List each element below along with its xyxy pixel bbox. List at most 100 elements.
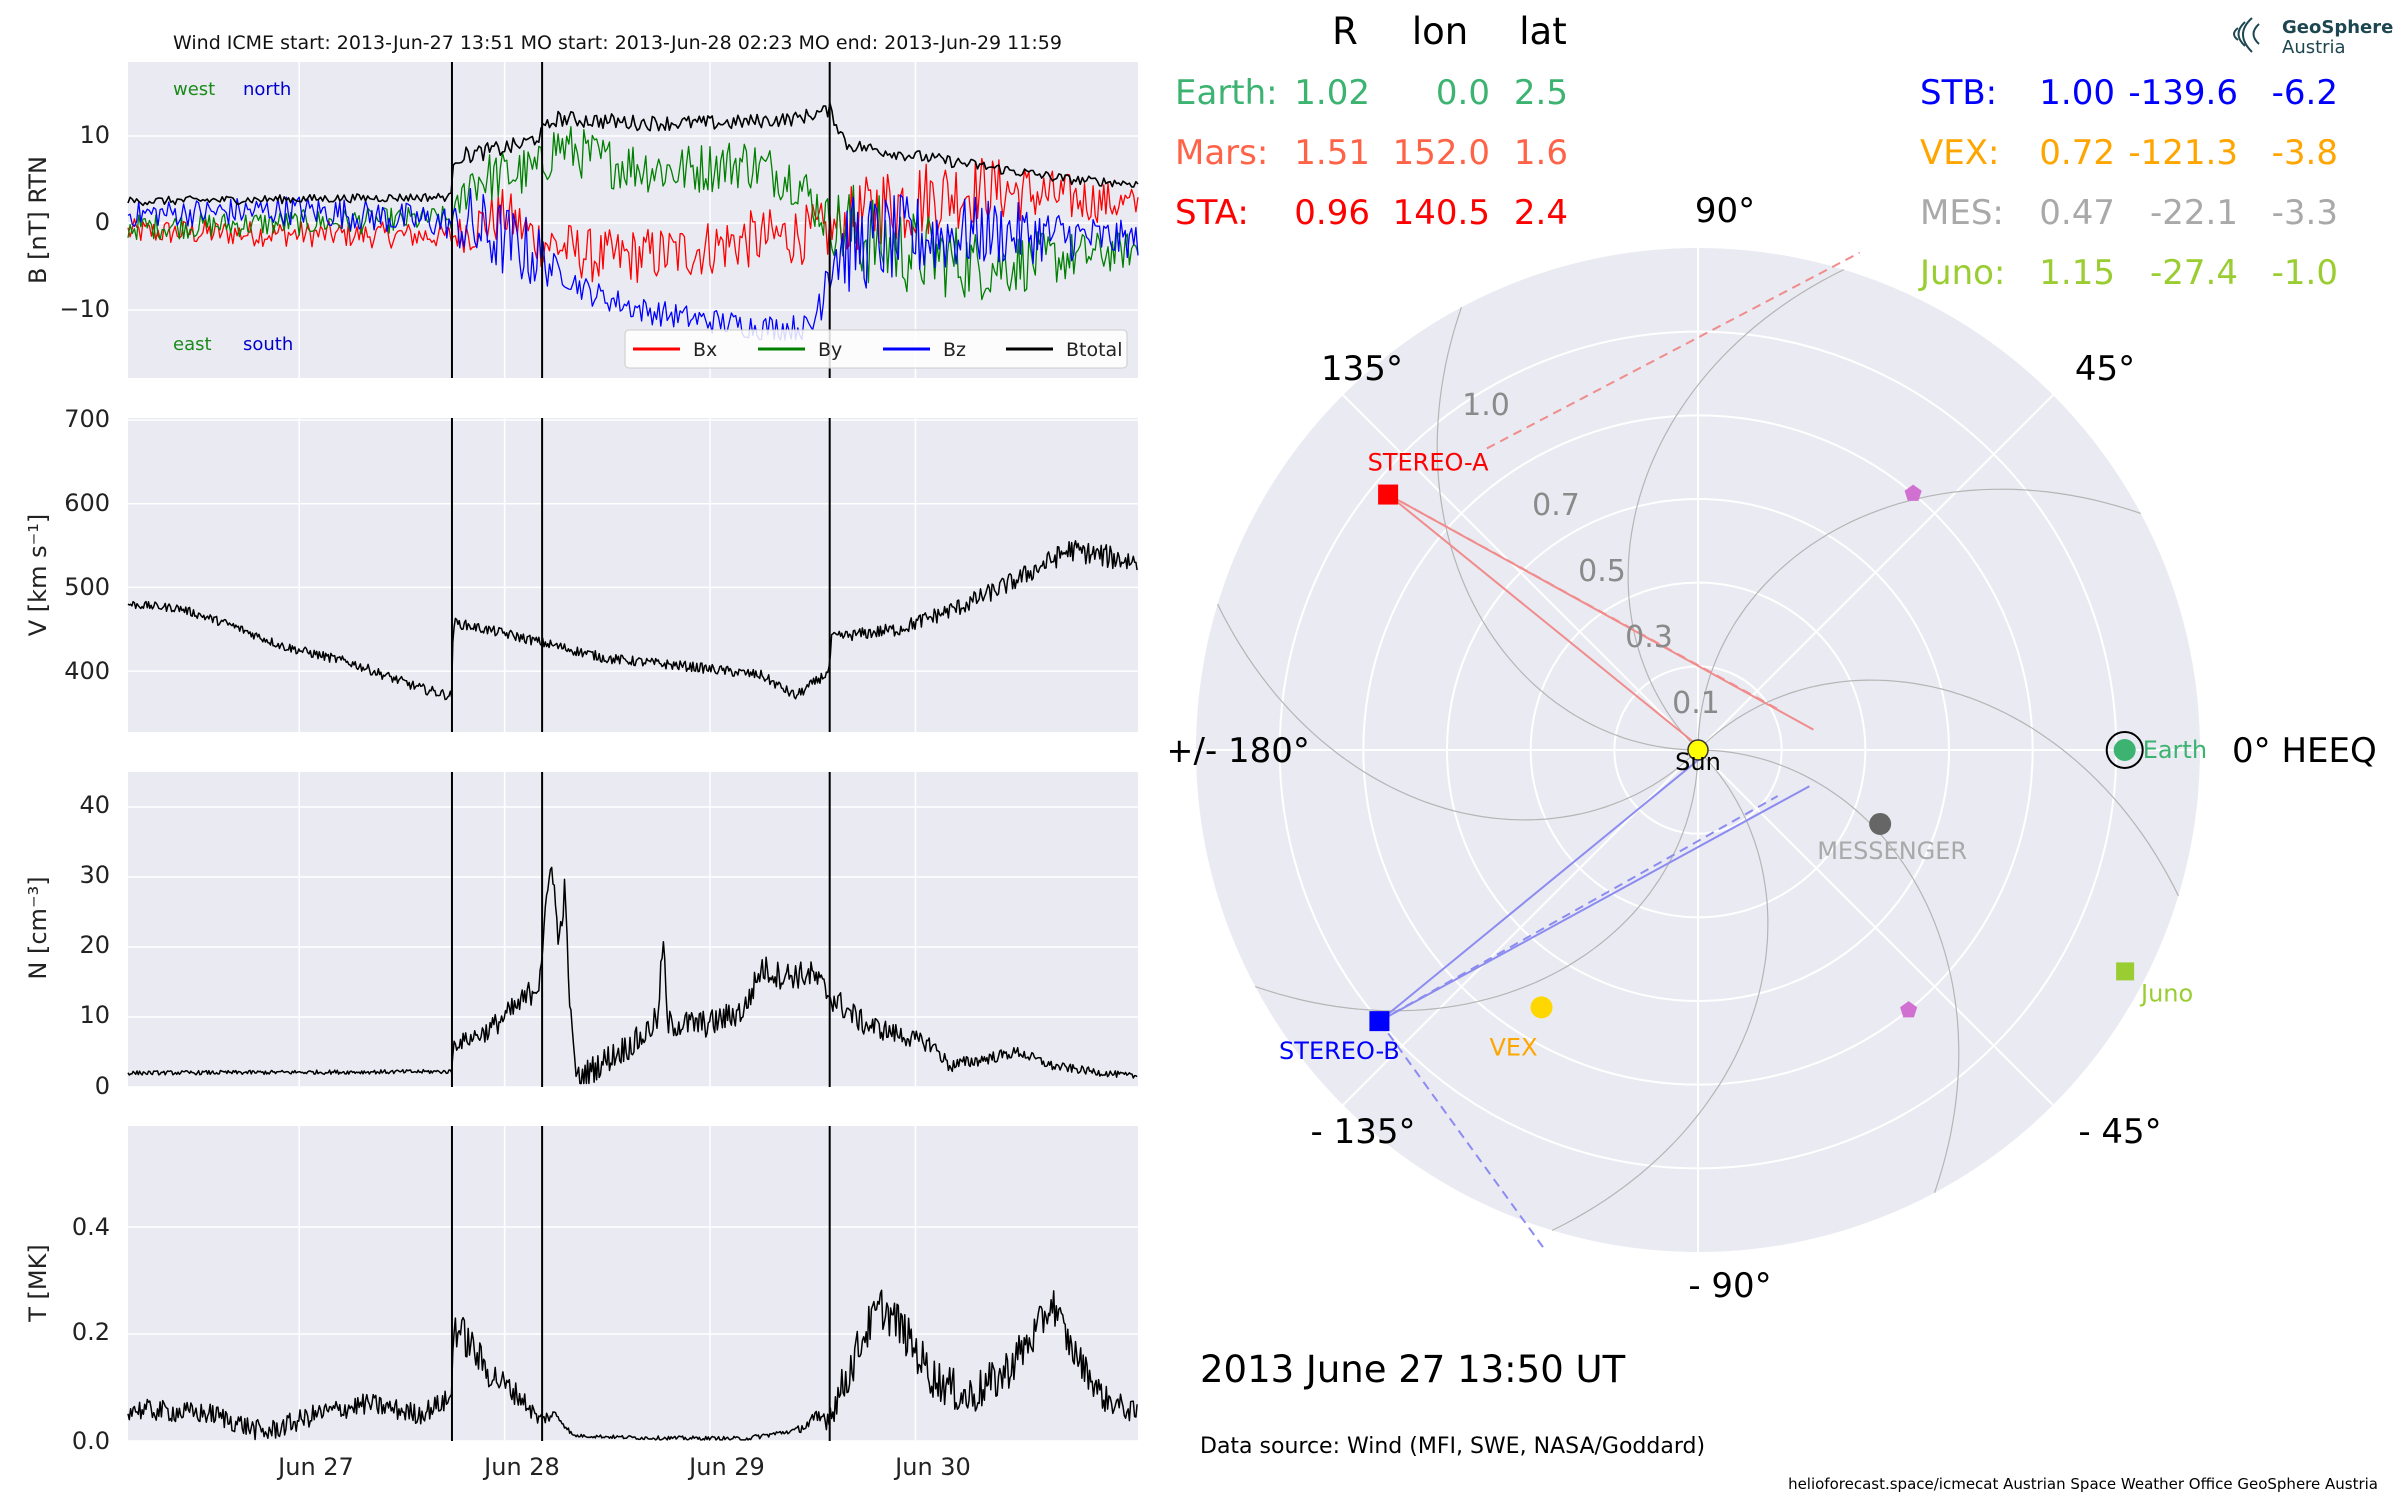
radial-label: 0.3 (1625, 620, 1673, 655)
velocity-panel: 700 600 500 400 V [km s⁻¹] (24, 405, 1138, 732)
earth-label: Earth (2143, 736, 2207, 764)
parker-spiral-line (1697, 749, 1960, 1193)
v-ytick: 400 (64, 657, 110, 685)
radial-label: 1.0 (1462, 388, 1510, 423)
data-source: Data source: Wind (MFI, SWE, NASA/Goddar… (1200, 1434, 1705, 1459)
pentagon-marker (1900, 1001, 1918, 1018)
mes-row-name: MES: (1920, 193, 2004, 233)
mes-row-lat: -3.3 (2272, 193, 2338, 233)
north-label: north (243, 79, 291, 100)
radial-label: 0.5 (1578, 554, 1626, 589)
t-ytick: 0.0 (72, 1427, 110, 1455)
stb-row-name: STB: (1920, 73, 1997, 113)
position-table-right: STB: 1.00 -139.6 -6.2 VEX: 0.72 -121.3 -… (1918, 73, 2338, 293)
sta-row-r: 0.96 (1294, 193, 1370, 233)
sun-marker (1687, 739, 1709, 761)
parker-spiral-line (1436, 307, 1699, 751)
geosphere-logo: GeoSphere Austria (2233, 17, 2393, 58)
b-ytick: −10 (59, 295, 110, 323)
legend-bx-label: Bx (693, 339, 717, 361)
b-field-panel: 10 0 −10 B [nT] RTN west north east sout… (24, 62, 1139, 378)
earth-row-name: Earth: (1175, 73, 1278, 113)
b-ytick: 10 (79, 121, 110, 149)
by-series (127, 125, 1139, 301)
mes-row-lon: -22.1 (2150, 193, 2238, 233)
xtick-label: Jun 27 (276, 1453, 354, 1481)
btotal-series (127, 102, 1139, 207)
radial-label: 0.7 (1532, 488, 1580, 523)
juno-row-lat: -1.0 (2272, 253, 2338, 293)
v-ytick: 500 (64, 573, 110, 601)
temperature-series (127, 1289, 1138, 1441)
n-ytick: 10 (79, 1001, 110, 1029)
stb-sun-direction-line (1378, 1020, 1546, 1251)
parker-spiral-line (1697, 679, 2179, 897)
vex-marker (1530, 996, 1553, 1019)
timestamp: 2013 June 27 13:50 UT (1200, 1348, 1626, 1391)
legend-box (624, 329, 1128, 369)
parker-spiral-line (1551, 749, 1769, 1231)
angle-label-m45: - 45° (2078, 1112, 2161, 1152)
west-label: west (173, 79, 215, 100)
vex-row-name: VEX: (1920, 133, 2000, 173)
sta-fov-line (1387, 493, 1699, 747)
juno-row-lon: -27.4 (2150, 253, 2238, 293)
sta-row-lon: 140.5 (1393, 193, 1490, 233)
b-ytick: 0 (95, 208, 110, 236)
v-ylabel: V [km s⁻¹] (24, 514, 52, 636)
xtick-label: Jun 29 (687, 1453, 765, 1481)
parker-spiral-line (1627, 269, 1845, 751)
stb-row-r: 1.00 (2039, 73, 2115, 113)
t-ylabel: T [MK] (24, 1244, 52, 1322)
density-panel: 40 30 20 10 0 N [cm⁻³] (24, 772, 1138, 1100)
juno-row-name: Juno: (1918, 253, 2005, 293)
position-table-left: Earth: 1.02 0.0 2.5 Mars: 1.51 152.0 1.6… (1175, 73, 1568, 233)
n-ytick: 30 (79, 861, 110, 889)
bx-series (127, 157, 1139, 283)
south-label: south (243, 334, 293, 355)
east-label: east (173, 334, 212, 355)
bz-series (127, 187, 1139, 341)
parker-spiral-line (1255, 749, 1699, 1012)
angle-gridline (1697, 749, 2054, 1106)
n-ylabel: N [cm⁻³] (24, 876, 52, 979)
vex-label: VEX (1490, 1033, 1538, 1061)
juno-label: Juno (2139, 979, 2193, 1007)
time-series-figure: Wind ICME start: 2013-Jun-27 13:51 MO st… (24, 32, 1139, 1481)
juno-marker (2116, 962, 2135, 981)
logo-line1: GeoSphere (2282, 17, 2393, 38)
xtick-label: Jun 28 (482, 1453, 560, 1481)
mars-row-name: Mars: (1175, 133, 1268, 173)
parker-spiral-line (1217, 603, 1699, 821)
n-ytick: 20 (79, 931, 110, 959)
mes-row-r: 0.47 (2039, 193, 2115, 233)
pentagon-marker (1904, 484, 1922, 501)
b-yticks: 10 0 −10 (59, 121, 110, 323)
v-ytick: 700 (64, 405, 110, 433)
sta-sun-direction-line (1486, 251, 1861, 450)
messenger-marker (1869, 812, 1892, 835)
v-panel-background (128, 418, 1138, 732)
angle-label-180: +/- 180° (1170, 731, 1310, 771)
n-panel-background (128, 772, 1138, 1087)
angle-label-90: 90° (1695, 191, 1755, 231)
col-header-lat: lat (1519, 10, 1566, 53)
stb-fov-line (1378, 785, 1810, 1023)
stb-fov-line (1378, 757, 1702, 1022)
xtick-label: Jun 30 (893, 1453, 971, 1481)
n-yticks: 40 30 20 10 0 (79, 791, 110, 1100)
velocity-series (127, 540, 1138, 701)
earth-row-lat: 2.5 (1514, 73, 1568, 113)
t-yticks: 0.4 0.2 0.0 (72, 1213, 110, 1455)
stb-row-lon: -139.6 (2128, 73, 2238, 113)
vex-row-lon: -121.3 (2128, 133, 2238, 173)
angle-label-m90: - 90° (1688, 1266, 1771, 1306)
stereo-a-marker (1378, 484, 1399, 505)
logo-line2: Austria (2282, 37, 2346, 58)
col-header-lon: lon (1412, 10, 1468, 53)
legend-by-label: By (818, 339, 842, 361)
mars-row-r: 1.51 (1294, 133, 1370, 173)
col-header-r: R (1332, 10, 1358, 53)
x-tick-labels: Jun 27 Jun 28 Jun 29 Jun 30 (276, 1453, 971, 1481)
earth-row-lon: 0.0 (1436, 73, 1490, 113)
